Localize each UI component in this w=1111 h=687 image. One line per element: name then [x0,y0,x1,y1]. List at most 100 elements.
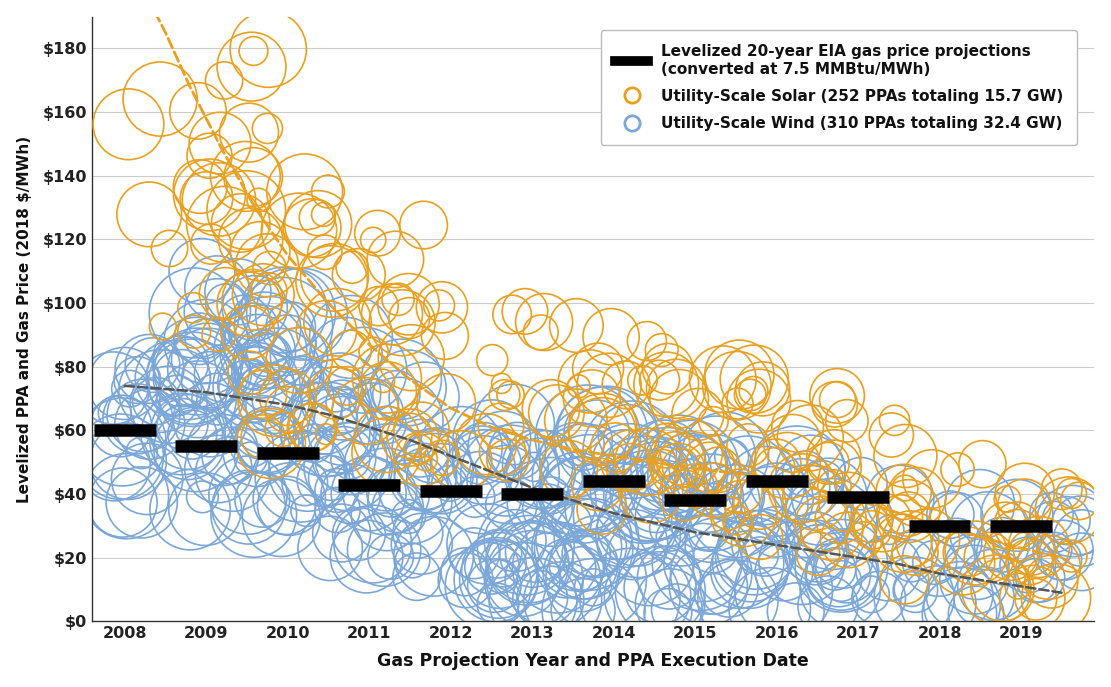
Point [143,359,161,370]
Point [670,458,688,469]
Point [350,528,368,539]
Point [483,354,501,365]
Point [322,473,340,484]
Point [179,437,197,448]
Point [691,557,709,568]
Point [358,551,376,562]
Point [891,512,909,523]
Point [342,331,360,342]
Point [173,429,191,440]
Point [402,352,420,363]
Point [269,366,287,377]
Point [476,462,493,473]
Point [577,471,594,482]
Point [412,453,430,464]
Point [488,574,506,585]
Point [333,425,351,436]
Point [500,449,518,460]
Point [452,442,470,453]
Point [490,574,508,585]
Point [210,194,228,205]
Point [323,276,341,287]
Point [825,563,843,574]
Point [209,306,227,317]
Point [531,469,549,480]
Point [672,515,690,526]
Point [191,333,209,344]
Point [507,535,524,546]
Point [160,399,178,410]
Point [414,220,432,231]
Point [376,544,393,555]
Point [400,511,418,522]
Point [653,344,671,355]
Point [894,486,912,497]
X-axis label: Gas Projection Year and PPA Execution Date: Gas Projection Year and PPA Execution Da… [378,653,809,671]
Point [908,491,925,502]
Point [965,574,983,585]
Point [314,209,332,220]
Point [200,363,218,374]
Point [253,494,271,505]
Point [338,381,356,392]
Point [366,398,383,409]
Point [259,436,277,447]
Point [1063,515,1081,526]
Point [531,592,549,603]
Point [568,320,585,331]
Point [104,383,122,394]
Point [622,455,640,466]
Point [536,317,553,328]
Point [327,380,344,391]
Point [729,595,747,606]
Point [755,537,773,548]
Point [745,551,763,562]
Point [984,579,1002,590]
Point [193,491,211,502]
Point [364,346,382,357]
Point [514,574,532,585]
Point [748,544,765,555]
Point [825,462,843,473]
Point [201,374,219,385]
Point [907,585,924,596]
Point [730,369,748,380]
Point [240,127,258,138]
Point [524,596,542,607]
Point [342,345,360,356]
Point [364,539,382,550]
Point [529,459,547,470]
Point [831,583,849,594]
Point [278,500,296,511]
Point [189,357,207,368]
Point [655,456,673,467]
Point [751,532,769,543]
Point [433,302,451,313]
Point [792,482,810,493]
Point [201,190,219,201]
Point [240,502,258,513]
Point [503,309,521,320]
Point [968,608,985,619]
Point [524,548,542,559]
Point [363,408,381,419]
Point [379,462,397,473]
Point [621,593,639,604]
Point [327,387,344,398]
Point [783,438,801,449]
Point [568,454,585,465]
Point [541,594,559,605]
Point [524,574,542,585]
Point [828,390,845,401]
Point [975,592,993,602]
Point [260,352,278,363]
Point [327,396,344,407]
Point [654,458,672,469]
Point [619,429,637,440]
Point [466,548,483,559]
Point [253,389,271,400]
Point [457,566,474,577]
Point [573,563,591,574]
Point [980,526,998,537]
Point [633,375,651,386]
